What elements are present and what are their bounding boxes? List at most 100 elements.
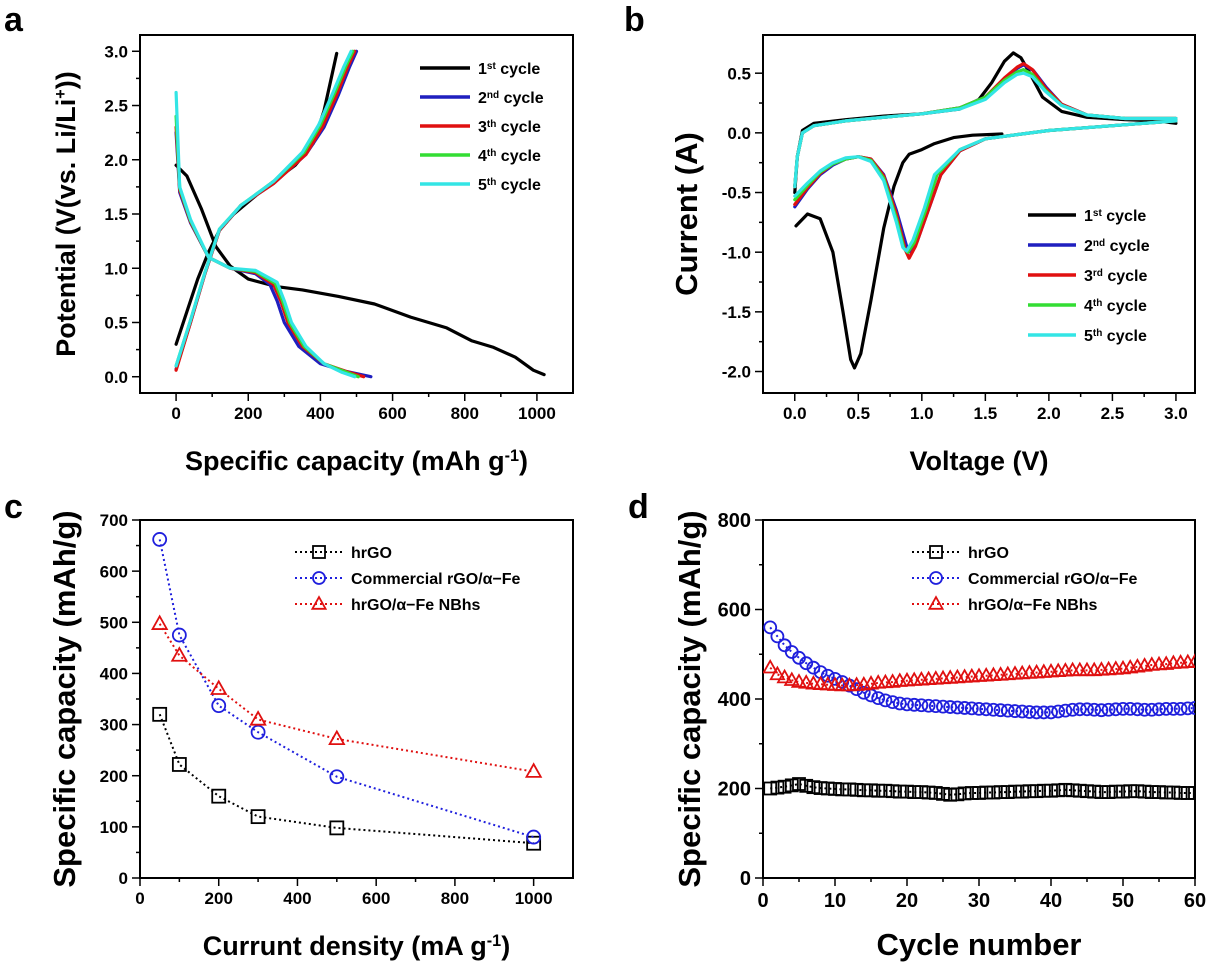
series-4 xyxy=(174,49,357,379)
legend-entry: 4th cycle xyxy=(1028,298,1147,315)
data-point xyxy=(1159,785,1174,800)
data-point xyxy=(856,685,871,700)
data-point xyxy=(964,786,979,800)
data-point xyxy=(1051,704,1066,719)
data-point xyxy=(864,688,878,703)
data-point xyxy=(524,762,543,778)
data-point xyxy=(907,697,922,712)
legend-label: 1st cycle xyxy=(478,61,540,79)
legend-entry: 3th cycle xyxy=(420,119,541,136)
data-point xyxy=(1008,704,1022,718)
data-point xyxy=(792,777,806,791)
x-tick-label: 1.5 xyxy=(974,404,998,423)
data-point xyxy=(1080,784,1094,799)
data-point xyxy=(798,674,815,689)
y-tick-label: 800 xyxy=(718,510,751,532)
data-point xyxy=(1022,784,1037,799)
legend-label: hrGO/α−Fe NBhs xyxy=(968,597,1098,614)
y-tick-label: 3.0 xyxy=(104,42,128,61)
data-point xyxy=(806,660,821,675)
data-point xyxy=(763,781,778,796)
data-point xyxy=(763,620,778,635)
data-point xyxy=(1180,786,1195,800)
data-point xyxy=(871,783,886,798)
panel-a: a 0 200 400 600 800 1000 0.0 0.5 1.0 1.5 2.0 2.5 3.0… xyxy=(4,1,574,476)
data-point xyxy=(1036,705,1051,720)
legend-entry: Commercial rGO/α−Fe xyxy=(912,571,1138,588)
data-point xyxy=(806,780,821,795)
x-tick-label: 40 xyxy=(1040,890,1062,912)
series-4 xyxy=(793,71,1178,253)
x-tick-label: 0.0 xyxy=(783,404,807,423)
data-point xyxy=(770,629,785,644)
x-axis-label: Voltage (V) xyxy=(909,446,1048,476)
x-tick-label: 1.0 xyxy=(910,404,934,423)
legend-label: 2nd cycle xyxy=(1084,238,1150,256)
y-axis-label: Current (A) xyxy=(669,132,704,296)
series-line xyxy=(158,623,534,773)
x-tick-label: 0.5 xyxy=(846,404,870,423)
data-point xyxy=(329,820,345,836)
data-point xyxy=(950,787,965,802)
y-axis-label: Potential (V(vs. Li/Li+)) xyxy=(51,71,81,356)
data-point xyxy=(900,697,914,712)
legend-marker xyxy=(310,595,328,610)
data-point xyxy=(211,788,227,804)
legend-entry: hrGO/α−Fe NBhs xyxy=(912,595,1098,614)
data-point xyxy=(892,784,907,799)
series-line xyxy=(174,90,357,379)
data-point xyxy=(1058,782,1073,797)
data-point xyxy=(1159,701,1174,716)
data-point xyxy=(813,781,828,795)
y-tick-label: 200 xyxy=(100,767,128,786)
x-tick-label: 600 xyxy=(362,889,390,908)
series-line xyxy=(158,539,534,839)
data-point xyxy=(1144,702,1159,717)
legend-marker xyxy=(929,545,943,559)
plot-area xyxy=(174,49,546,379)
data-point xyxy=(842,782,857,797)
legend-label: hrGO xyxy=(968,545,1009,562)
legend-marker xyxy=(312,571,326,585)
x-tick-label: 0 xyxy=(757,890,768,912)
x-tick-label: 30 xyxy=(968,890,990,912)
data-point xyxy=(1166,701,1181,716)
x-tick-label: 800 xyxy=(441,889,469,908)
data-point xyxy=(776,668,793,684)
data-point xyxy=(1101,785,1116,799)
data-point xyxy=(993,703,1008,718)
legend-entry: 4th cycle xyxy=(420,148,541,166)
data-point xyxy=(1152,785,1166,799)
plot-a: 0 200 400 600 800 1000 0.0 0.5 1.0 1.5 2.0 2.5 3.0 Sp… xyxy=(51,34,574,476)
data-point xyxy=(150,614,169,630)
data-point xyxy=(1166,785,1181,800)
x-axis-label: Currunt density (mA g-1) xyxy=(203,931,510,961)
data-point xyxy=(979,785,994,800)
x-tick-label: 1000 xyxy=(515,889,553,908)
series-line xyxy=(793,119,1178,254)
data-point xyxy=(171,757,187,772)
x-tick-label: 60 xyxy=(1184,890,1206,912)
y-tick-label: 600 xyxy=(718,600,751,622)
series-line xyxy=(793,119,1178,254)
data-point xyxy=(986,702,1001,717)
data-point xyxy=(1072,702,1087,717)
legend-entry: Commercial rGO/α−Fe xyxy=(295,571,521,588)
legend-label: 4th cycle xyxy=(478,148,541,166)
data-point xyxy=(1058,703,1073,718)
data-point xyxy=(1008,784,1022,799)
x-tick-label: 800 xyxy=(451,404,479,423)
data-point xyxy=(864,783,878,798)
y-tick-label: -2.0 xyxy=(722,363,751,382)
data-point xyxy=(1101,702,1116,717)
data-point xyxy=(1188,786,1195,800)
x-tick-label: 0 xyxy=(135,889,144,908)
data-point xyxy=(1015,784,1030,799)
data-point xyxy=(1137,702,1152,717)
data-point xyxy=(784,778,799,793)
data-point xyxy=(799,778,814,793)
data-point xyxy=(1094,703,1109,718)
x-tick-label: 0 xyxy=(171,404,180,423)
series-line xyxy=(174,49,353,368)
